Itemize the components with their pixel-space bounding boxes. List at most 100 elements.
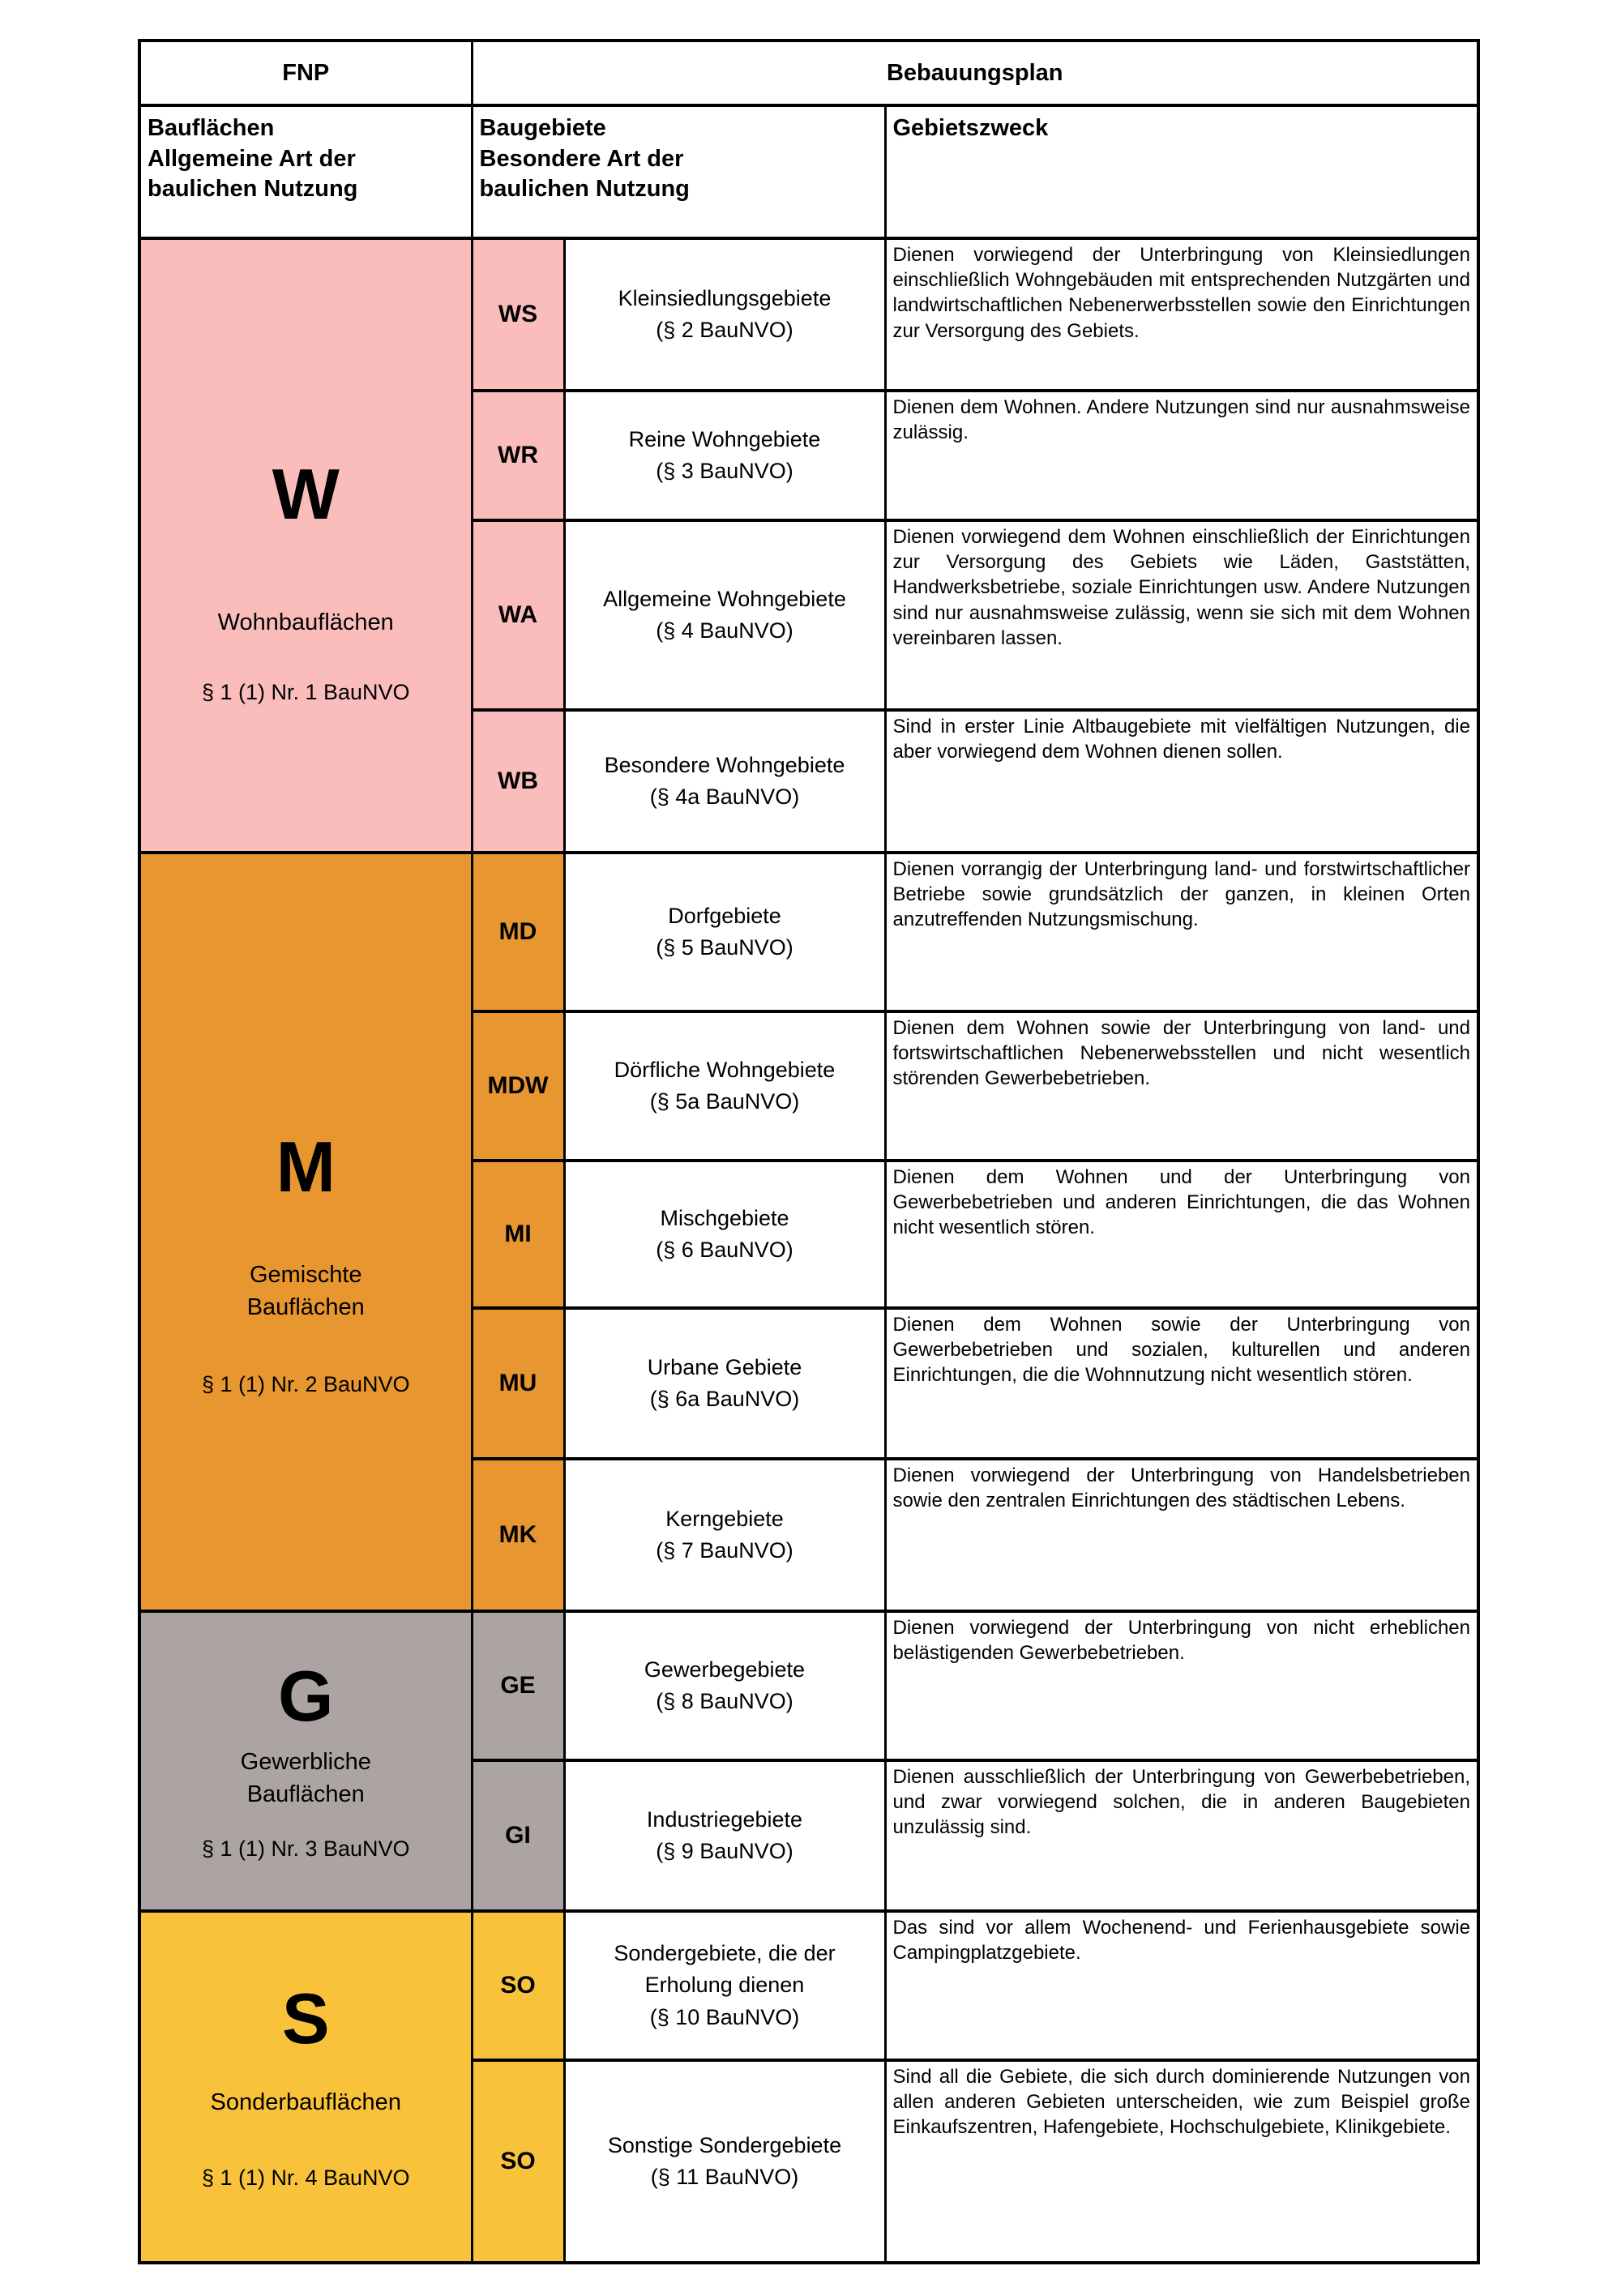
district-name-text: Kerngebiete (665, 1506, 784, 1531)
district-purpose: Dienen vorwiegend der Unterbringung von … (883, 1457, 1480, 1613)
district-code: GE (470, 1610, 566, 1762)
district-code: WB (470, 708, 566, 854)
table-row-wr: WR Reine Wohngebiete (§ 3 BauNVO) Dienen… (139, 389, 1480, 522)
header-bauflaechen: Bauflächen Allgemeine Art der baulichen … (138, 104, 473, 240)
district-purpose: Das sind vor allem Wochenend- und Ferien… (883, 1909, 1480, 2062)
district-ref: (§ 10 BauNVO) (649, 2004, 800, 2029)
district-name: Sonstige Sondergebiete (§ 11 BauNVO) (562, 2059, 887, 2264)
header-row-top: FNP Bebauungsplan (138, 39, 1480, 107)
district-purpose: Dienen dem Wohnen und der Unterbringung … (883, 1159, 1480, 1310)
header-row-sub: Bauflächen Allgemeine Art der baulichen … (138, 104, 1480, 240)
district-code: GI (470, 1759, 566, 1913)
district-name-text: Mischgebiete (660, 1205, 789, 1230)
district-name: Reine Wohngebiete (§ 3 BauNVO) (562, 389, 887, 522)
district-name: Dorfgebiete (§ 5 BauNVO) (562, 851, 887, 1013)
district-code: WR (470, 389, 566, 522)
district-ref: (§ 5a BauNVO) (649, 1089, 800, 1114)
section-label: Gemischte (249, 1262, 362, 1289)
district-purpose: Dienen vorwiegend dem Wohnen einschließl… (883, 519, 1480, 712)
district-code: MDW (470, 1010, 566, 1162)
district-name-text: Dörfliche Wohngebiete (614, 1057, 836, 1082)
district-name-text: Reine Wohngebiete (628, 426, 821, 451)
table-row-ge: G Gewerbliche Bauflächen § 1 (1) Nr. 3 B… (138, 1610, 1480, 1913)
district-name: Kleinsiedlungsgebiete (§ 2 BauNVO) (562, 237, 887, 392)
district-ref: (§ 4a BauNVO) (649, 785, 800, 809)
district-code: WS (470, 237, 566, 392)
district-ref: (§ 2 BauNVO) (656, 318, 793, 342)
district-name-text: Dorfgebiete (668, 903, 781, 928)
header-bebauungsplan: Bebauungsplan (470, 39, 1480, 107)
table-row-wb: WB Besondere Wohngebiete (§ 4a BauNVO) S… (139, 708, 1480, 854)
section-letter: M (276, 1127, 336, 1208)
district-ref: (§ 6a BauNVO) (649, 1387, 800, 1411)
header-gebietszweck: Gebietszweck (883, 104, 1480, 240)
header-line: Allgemeine Art der (148, 145, 356, 172)
table-row-mi: MI Mischgebiete (§ 6 BauNVO) Dienen dem … (139, 1159, 1480, 1310)
district-name: Mischgebiete (§ 6 BauNVO) (562, 1159, 887, 1310)
header-line: Bauflächen (148, 115, 275, 141)
district-purpose: Dienen dem Wohnen sowie der Unterbringun… (883, 1010, 1480, 1162)
header-line: baulichen Nutzung (148, 176, 358, 203)
district-name-text: Urbane Gebiete (647, 1354, 802, 1379)
header-line: Baugebiete (479, 115, 606, 141)
district-ref: (§ 8 BauNVO) (656, 1689, 793, 1713)
section-wohnbauflaechen: W Wohnbauflächen § 1 (1) Nr. 1 BauNVO (138, 237, 473, 854)
table-row-md: M Gemischte Bauflächen § 1 (1) Nr. 2 Bau… (138, 851, 1480, 1613)
section-gewerbliche-bauflaechen: G Gewerbliche Bauflächen § 1 (1) Nr. 3 B… (138, 1610, 473, 1913)
district-ref: (§ 4 BauNVO) (656, 618, 793, 643)
district-purpose: Dienen dem Wohnen sowie der Unterbringun… (883, 1306, 1480, 1460)
table-row-mk: MK Kerngebiete (§ 7 BauNVO) Dienen vorwi… (139, 1457, 1480, 1613)
table-row-so-sonstige: SO Sonstige Sondergebiete (§ 11 BauNVO) … (139, 2059, 1480, 2264)
district-name: Kerngebiete (§ 7 BauNVO) (562, 1457, 887, 1613)
table-row-gi: GI Industriegebiete (§ 9 BauNVO) Dienen … (139, 1759, 1480, 1913)
district-name: Urbane Gebiete (§ 6a BauNVO) (562, 1306, 887, 1460)
district-name: Industriegebiete (§ 9 BauNVO) (562, 1759, 887, 1913)
section-ref: § 1 (1) Nr. 4 BauNVO (201, 2166, 410, 2191)
district-name: Sondergebiete, die der Erholung dienen (… (562, 1909, 887, 2062)
district-name-text: Allgemeine Wohngebiete (603, 586, 846, 611)
district-name-text: Kleinsiedlungsgebiete (618, 285, 832, 310)
section-ref: § 1 (1) Nr. 3 BauNVO (201, 1836, 410, 1861)
section-label: Sonderbauflächen (210, 2089, 401, 2115)
zoning-table: FNP Bebauungsplan Bauflächen Allgemeine … (138, 39, 1480, 2264)
header-baugebiete: Baugebiete Besondere Art der baulichen N… (470, 104, 887, 240)
district-purpose: Sind in erster Linie Altbaugebiete mit v… (883, 708, 1480, 854)
district-purpose: Dienen vorrangig der Unterbringung land-… (883, 851, 1480, 1013)
district-name: Besondere Wohngebiete (§ 4a BauNVO) (562, 708, 887, 854)
district-name: Allgemeine Wohngebiete (§ 4 BauNVO) (562, 519, 887, 712)
district-purpose: Dienen vorwiegend der Unterbringung von … (883, 1610, 1480, 1762)
district-ref: (§ 7 BauNVO) (656, 1538, 793, 1563)
district-ref: (§ 6 BauNVO) (656, 1238, 793, 1262)
district-name: Dörfliche Wohngebiete (§ 5a BauNVO) (562, 1010, 887, 1162)
district-ref: (§ 5 BauNVO) (656, 935, 793, 960)
district-name-text: Gewerbegebiete (644, 1657, 806, 1682)
section-letter: S (281, 1977, 330, 2059)
section-label: Bauflächen (246, 1293, 365, 1320)
district-code: WA (470, 519, 566, 712)
district-purpose: Sind all die Gebiete, die sich durch dom… (883, 2059, 1480, 2264)
district-code: SO (470, 1909, 566, 2062)
section-letter: W (272, 454, 340, 535)
header-fnp: FNP (138, 39, 473, 107)
table-row-so-erholung: S Sonderbauflächen § 1 (1) Nr. 4 BauNVO … (138, 1909, 1480, 2264)
district-name-text: Sonstige Sondergebiete (607, 2132, 842, 2157)
section-sonderbauflaechen: S Sonderbauflächen § 1 (1) Nr. 4 BauNVO (138, 1909, 473, 2264)
district-ref: (§ 11 BauNVO) (650, 2165, 799, 2189)
district-purpose: Dienen dem Wohnen. Andere Nutzungen sind… (883, 389, 1480, 522)
section-ref: § 1 (1) Nr. 1 BauNVO (201, 679, 410, 704)
district-ref: (§ 9 BauNVO) (656, 1839, 793, 1863)
section-label: Bauflächen (246, 1781, 365, 1807)
section-ref: § 1 (1) Nr. 2 BauNVO (201, 1371, 410, 1396)
district-code: MK (470, 1457, 566, 1613)
section-label: Wohnbauflächen (217, 609, 394, 636)
district-code: MD (470, 851, 566, 1013)
district-name-text: Industriegebiete (646, 1806, 803, 1832)
district-name-text: Sondergebiete, die der Erholung dienen (614, 1941, 836, 1998)
table-row-mdw: MDW Dörfliche Wohngebiete (§ 5a BauNVO) … (139, 1010, 1480, 1162)
section-letter: G (278, 1656, 334, 1737)
district-code: MI (470, 1159, 566, 1310)
district-purpose: Dienen ausschließlich der Unterbringung … (883, 1759, 1480, 1913)
district-name: Gewerbegebiete (§ 8 BauNVO) (562, 1610, 887, 1762)
district-ref: (§ 3 BauNVO) (656, 459, 793, 483)
